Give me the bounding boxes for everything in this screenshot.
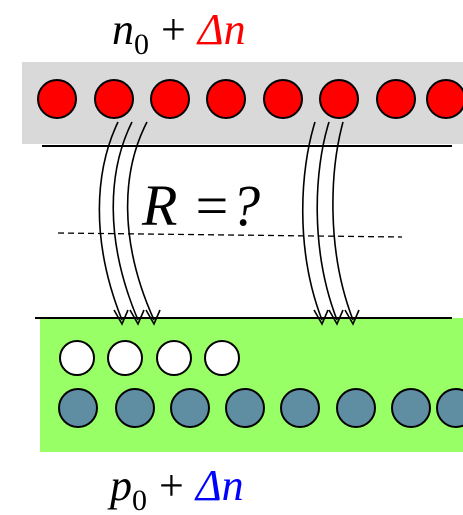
valence-electron — [116, 389, 154, 427]
top-label: n0 +Δn — [112, 5, 246, 61]
electron — [38, 80, 76, 118]
lower-band — [40, 318, 463, 452]
valence-electron — [59, 389, 97, 427]
hole — [205, 341, 239, 375]
valence-electron — [281, 389, 319, 427]
diagram: n0+Δn R =? p0+Δn — [0, 0, 463, 515]
delta: Δn — [196, 5, 246, 54]
recombination-arrows-right — [303, 122, 359, 324]
electron — [95, 80, 133, 118]
bottom-label: p0 +Δn — [107, 461, 244, 515]
electron — [427, 80, 463, 118]
arrow — [317, 122, 343, 324]
arrow — [333, 122, 359, 324]
operator: + — [161, 5, 186, 54]
electron — [320, 80, 358, 118]
valence-electron — [171, 389, 209, 427]
hole — [60, 341, 94, 375]
symbol: p — [107, 461, 132, 510]
arrow — [303, 122, 328, 324]
operator: + — [159, 461, 184, 510]
valence-electron — [337, 389, 375, 427]
subscript: 0 — [132, 484, 147, 515]
symbol: n — [112, 5, 134, 54]
delta: Δn — [194, 461, 244, 510]
middle-label: R =? — [141, 173, 260, 238]
subscript: 0 — [134, 28, 149, 61]
electron — [264, 80, 302, 118]
valence-electron — [226, 389, 264, 427]
electron — [151, 80, 189, 118]
hole — [108, 341, 142, 375]
electron — [207, 80, 245, 118]
hole — [157, 341, 191, 375]
valence-electron — [392, 389, 430, 427]
electron — [377, 80, 415, 118]
